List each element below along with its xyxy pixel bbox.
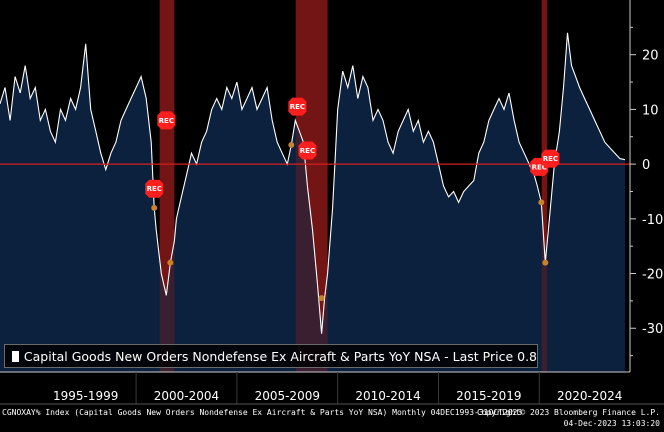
event-dot [167, 259, 174, 266]
recession-band-overlay [295, 0, 328, 372]
y-tick-label: -30 [642, 322, 663, 337]
rec-badge-shape [298, 141, 317, 160]
y-tick-label: 20 [642, 49, 659, 64]
x-tick-label: 2000-2004 [154, 389, 219, 403]
rec-badge: REC [298, 141, 317, 160]
recession-band-overlay [541, 0, 547, 372]
recession-band-overlay [159, 0, 175, 372]
x-tick-label: 2005-2009 [255, 389, 320, 403]
footer-copyright: Copyright© 2023 Bloomberg Finance L.P. [476, 408, 660, 417]
rec-badge: REC [288, 97, 307, 116]
rec-badge-shape [288, 97, 307, 116]
y-tick-label: 0 [642, 158, 650, 173]
rec-badge-shape [541, 149, 560, 168]
footer-description: CGNOXAY% Index (Capital Goods New Orders… [2, 408, 523, 417]
series-area [0, 32, 625, 373]
x-tick-label: 2010-2014 [355, 389, 420, 403]
rec-badge: REC [145, 179, 164, 198]
rec-badge-label: REC [159, 117, 174, 125]
rec-badge-label: REC [532, 163, 547, 171]
footer-date: 04-Dec-2023 13:03:20 [563, 419, 660, 428]
y-tick-label: -20 [642, 268, 663, 283]
x-tick-label: 2015-2019 [456, 389, 521, 403]
series-line [0, 32, 626, 334]
legend-label: Capital Goods New Orders Nondefense Ex A… [23, 348, 537, 364]
event-dot [151, 204, 158, 211]
x-tick-label: 2020-2024 [557, 389, 622, 403]
y-tick-label: -10 [642, 213, 663, 228]
y-tick-label: 10 [642, 103, 659, 118]
legend: Capital Goods New Orders Nondefense Ex A… [4, 344, 538, 368]
rec-badge-label: REC [290, 103, 305, 111]
rec-badge-label: REC [300, 147, 315, 155]
rec-badge-label: REC [147, 185, 162, 193]
rec-badge: REC [541, 149, 560, 168]
legend-swatch [12, 350, 19, 362]
rec-badge-shape [157, 111, 176, 130]
rec-badge-shape [145, 179, 164, 198]
event-dot [538, 199, 545, 206]
event-dot [542, 259, 549, 266]
rec-badge: REC [157, 111, 176, 130]
event-dot [288, 141, 295, 148]
recession-band [541, 0, 547, 372]
x-tick-label: 1995-1999 [53, 389, 118, 403]
rec-badge-label: REC [543, 155, 558, 163]
event-dot [318, 295, 325, 302]
